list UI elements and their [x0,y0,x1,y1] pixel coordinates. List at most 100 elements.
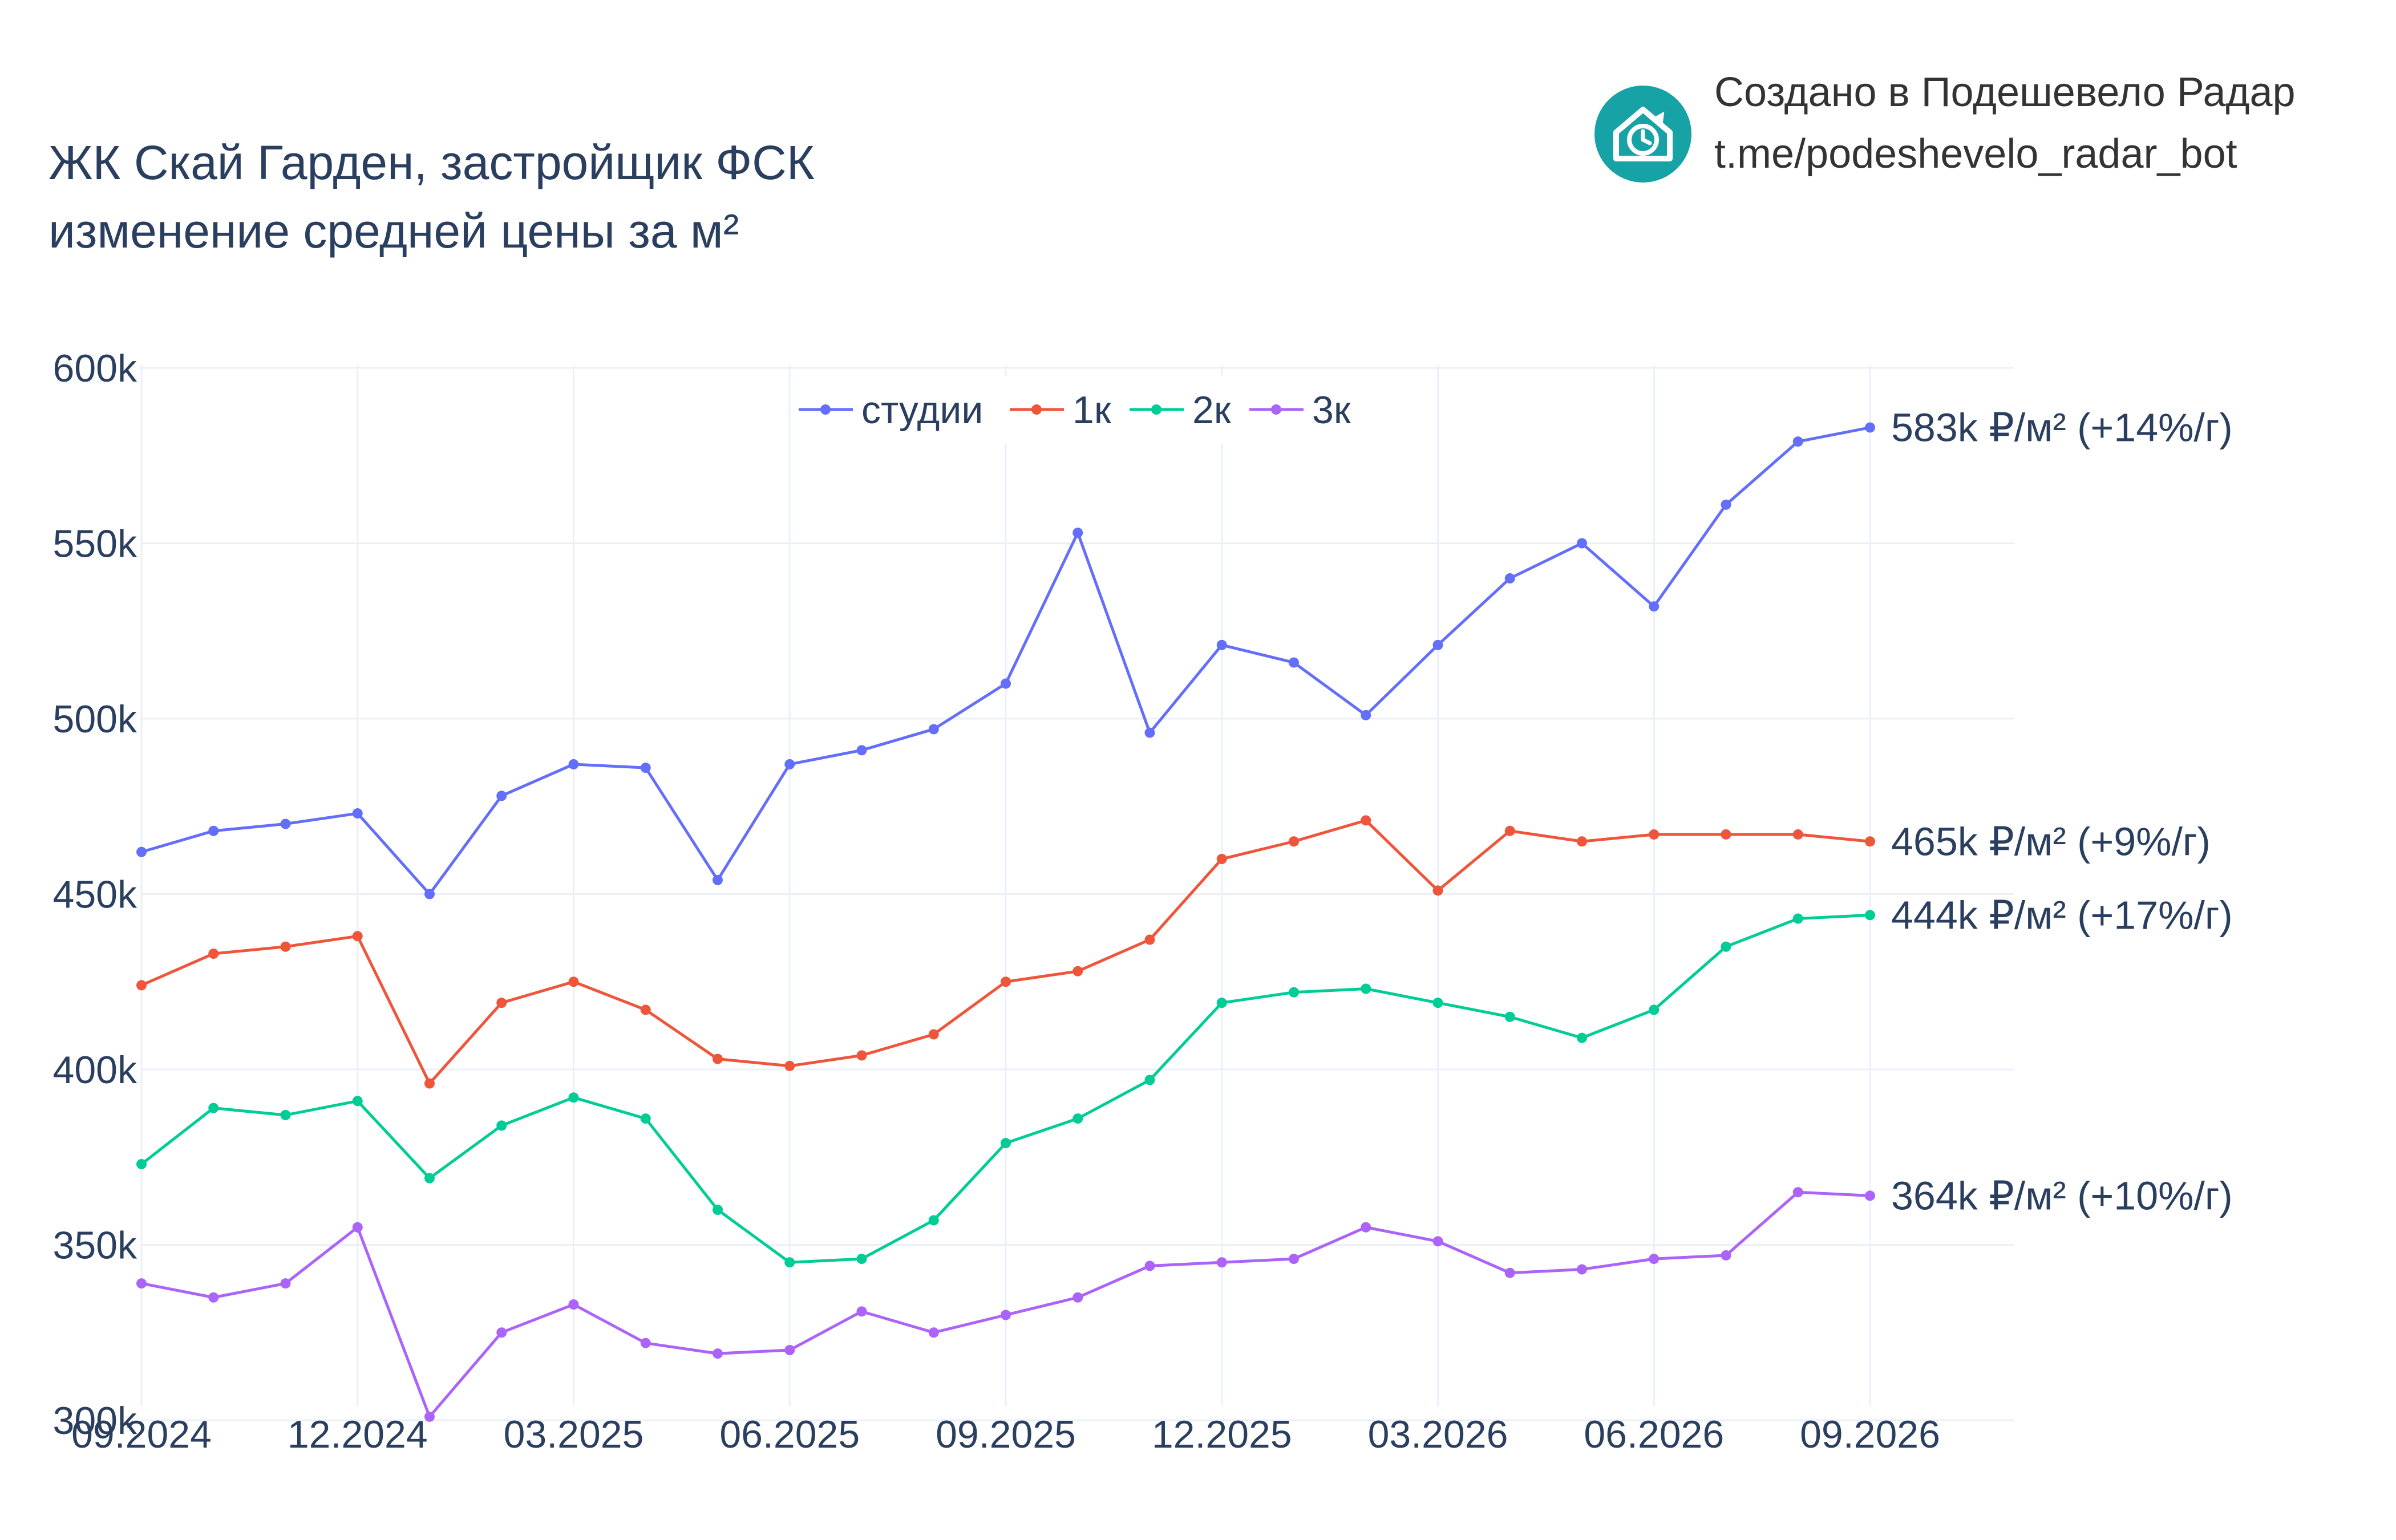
x-tick-label: 06.2025 [719,1413,860,1456]
legend-swatch-marker[interactable] [1151,404,1161,415]
data-point [1289,987,1299,998]
x-tick-label: 12.2024 [288,1413,428,1456]
data-point [784,1060,795,1071]
data-point [1144,727,1155,738]
data-point [1144,1075,1155,1085]
title-line-1: ЖК Скай Гарден, застройщик ФСК [48,136,815,189]
data-point [208,949,219,959]
legend-swatch-marker[interactable] [820,404,831,415]
data-point [136,1278,147,1289]
data-point [1577,836,1587,847]
legend-label[interactable]: 1к [1072,388,1112,432]
data-point [424,1078,435,1089]
data-point [568,1092,579,1103]
x-tick-label: 09.2025 [936,1413,1076,1456]
y-tick-label: 500k [53,698,137,741]
legend-swatch-marker[interactable] [1031,404,1042,415]
data-point [1865,1190,1875,1201]
brand-line-2[interactable]: t.me/podeshevelo_radar_bot [1714,131,2237,177]
data-point [1504,825,1515,836]
data-point [424,1411,435,1422]
legend[interactable]: студии 1к 2к 3к [793,376,1358,444]
data-point [1432,998,1443,1008]
data-point [784,759,795,769]
data-point [352,1222,363,1233]
data-point [713,874,723,885]
data-point [856,745,867,756]
data-point [1792,829,1803,840]
data-point [1865,836,1875,847]
data-point [352,931,363,942]
plot-area [136,422,1875,1422]
x-axis: 09.2024 12.2024 03.2025 06.2025 09.2025 12.20… [71,1413,1940,1456]
y-tick-label: 400k [53,1048,137,1092]
data-point [1216,854,1227,864]
legend-label[interactable]: 3к [1312,388,1351,432]
data-point [1216,639,1227,650]
data-point [496,791,507,801]
data-point [496,1120,507,1131]
data-point [424,1173,435,1184]
data-point [208,825,219,836]
house-clock-icon[interactable] [1594,86,1691,183]
data-point [280,941,291,952]
data-point [1001,976,1011,987]
data-point [640,1004,651,1015]
data-point [1289,657,1299,668]
y-tick-label: 450k [53,873,137,917]
data-point [928,1029,939,1040]
end-labels: 583k ₽/м² (+14%/г) 465k ₽/м² (+9%/г) 444k … [1891,406,2233,1218]
brand-text: Создано в Подешевело Радар t.me/podeshev… [1714,62,2296,185]
data-point [1144,934,1155,945]
data-point [784,1345,795,1355]
end-label-3: 364k ₽/м² (+10%/г) [1891,1173,2233,1218]
data-point [568,976,579,987]
data-point [1001,678,1011,689]
data-point [352,808,363,819]
x-tick-label: 12.2025 [1152,1413,1292,1456]
data-point [1432,1236,1443,1247]
data-point [1792,436,1803,447]
data-point [496,1327,507,1338]
data-point [1865,422,1875,433]
x-tick-label: 03.2025 [504,1413,644,1456]
arrow-mark [1652,111,1665,127]
y-tick-label: 600k [53,347,137,390]
clock-face [1627,124,1659,156]
data-point [1072,1292,1083,1303]
data-point [208,1292,219,1303]
y-tick-label: 350k [53,1224,137,1267]
data-point [1144,1261,1155,1271]
y-tick-label: 300k [53,1399,137,1442]
data-point [1361,815,1371,826]
legend-label[interactable]: студии [861,388,983,432]
data-point [1432,639,1443,650]
data-point [1649,601,1660,612]
data-point [424,889,435,899]
x-tick-label: 09.2024 [71,1413,212,1456]
x-tick-label: 06.2026 [1584,1413,1724,1456]
data-point [1577,538,1587,549]
chart-title: ЖК Скай Гарден, застройщик ФСК изменение… [48,128,815,265]
data-point [1504,1011,1515,1022]
data-point [1361,1222,1371,1233]
data-point [1001,1310,1011,1320]
title-line-2: изменение средней цены за м² [48,204,739,258]
data-point [1072,966,1083,976]
data-point [1216,1257,1227,1268]
data-point [1792,913,1803,924]
data-point [856,1050,867,1061]
data-point [1721,941,1731,952]
data-point [1577,1264,1587,1275]
legend-label[interactable]: 2к [1192,388,1232,432]
data-point [856,1306,867,1317]
data-point [713,1348,723,1359]
data-point [1361,983,1371,994]
data-point [1072,528,1083,538]
y-axis: 300k 350k 400k 450k 500k 550k 600k [53,347,137,1442]
data-point [1289,836,1299,847]
data-point [1577,1032,1587,1043]
legend-swatch-marker[interactable] [1271,404,1281,415]
clock-hands [1641,129,1652,145]
data-point [1504,1267,1515,1278]
